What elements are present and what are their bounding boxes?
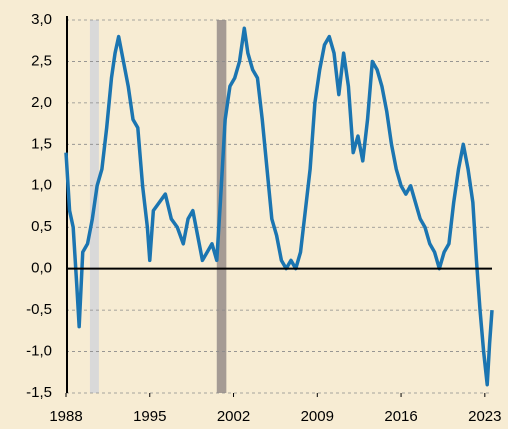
x-tick-label: 2023	[468, 408, 501, 425]
y-tick-label: 1,0	[31, 177, 52, 194]
data-line	[64, 26, 494, 387]
y-tick-label: 2,0	[31, 94, 52, 111]
y-tick-label: 0,5	[31, 218, 52, 235]
x-tick-label: 2016	[384, 408, 417, 425]
y-tick-label: -1,5	[26, 384, 52, 401]
y-tick-label: -0,5	[26, 301, 52, 318]
x-tick-label: 2002	[217, 408, 250, 425]
x-tick-label: 1995	[133, 408, 166, 425]
y-tick-label: 2,5	[31, 52, 52, 69]
y-tick-label: 1,5	[31, 135, 52, 152]
x-tick-label: 2009	[301, 408, 334, 425]
y-tick-label: 3,0	[31, 11, 52, 28]
y-tick-label: 0,0	[31, 260, 52, 277]
x-tick-label: 1988	[49, 408, 82, 425]
y-tick-label: -1,0	[26, 343, 52, 360]
